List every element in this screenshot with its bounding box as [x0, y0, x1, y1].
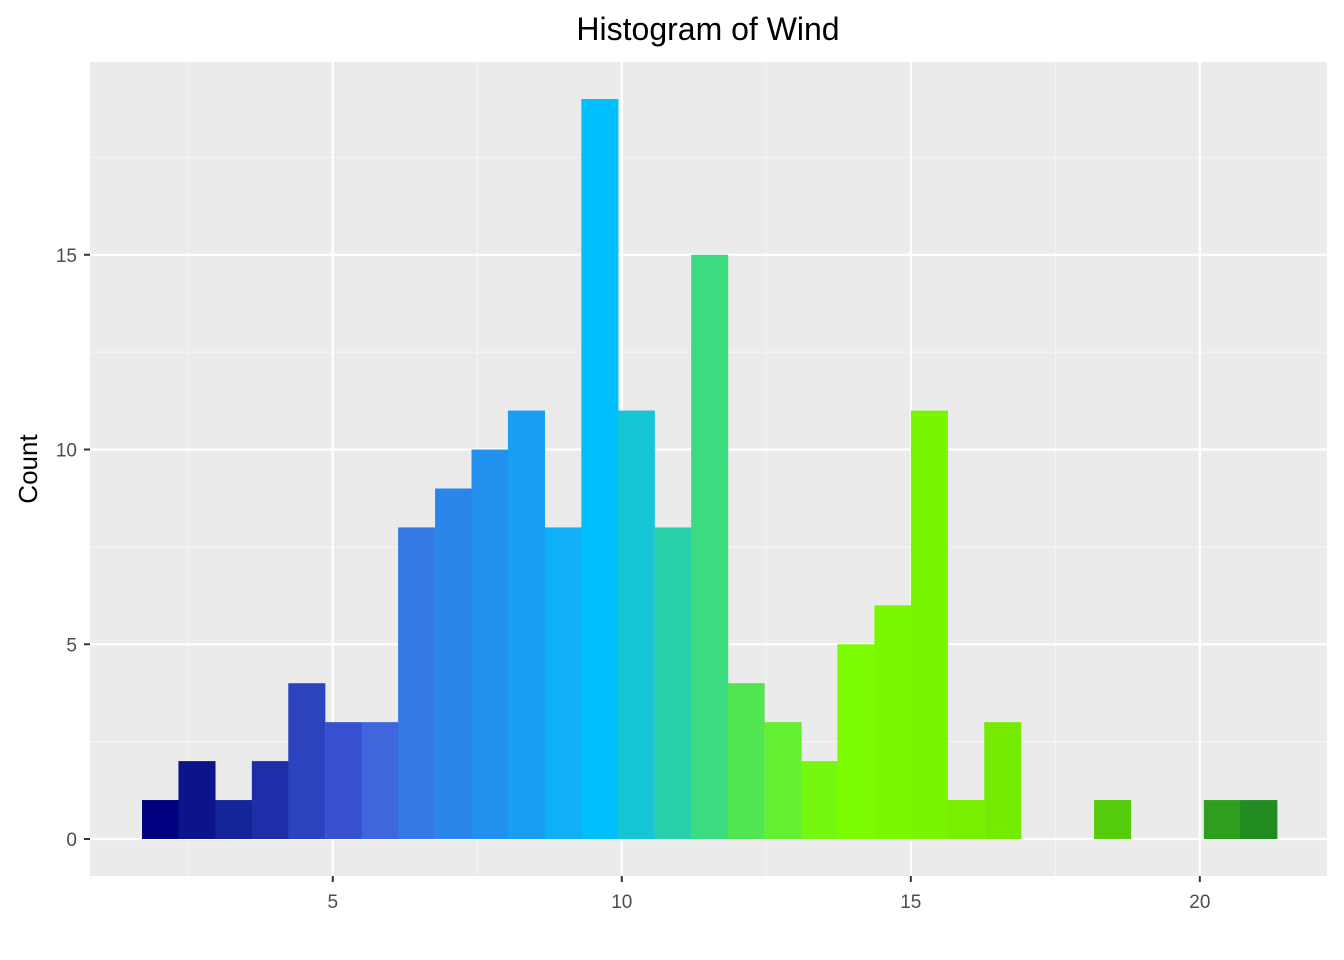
y-axis-title: Count [13, 434, 43, 504]
histogram-bar [691, 254, 729, 839]
histogram-bar [398, 527, 436, 839]
y-tick-label: 10 [56, 441, 77, 462]
histogram-bar [727, 683, 765, 839]
histogram-bar [325, 722, 363, 839]
histogram-bar [1240, 800, 1278, 839]
x-tick-label: 10 [611, 892, 632, 913]
histogram-bar [507, 410, 546, 839]
x-tick-label: 5 [327, 892, 338, 913]
y-tick-label: 15 [56, 246, 77, 267]
histogram-bar [947, 800, 985, 839]
histogram-bar [251, 761, 289, 839]
histogram-bar [1203, 800, 1241, 839]
histogram-bar [910, 410, 948, 839]
histogram-bar [654, 527, 692, 839]
histogram-bars [142, 99, 1278, 839]
histogram-bar [288, 683, 326, 839]
histogram-bar [800, 761, 839, 839]
histogram-bar [142, 800, 180, 839]
x-tick-label: 20 [1189, 892, 1210, 913]
histogram-bar [764, 722, 802, 839]
histogram-bar [617, 410, 655, 839]
histogram-bar [215, 800, 253, 839]
y-tick-label: 5 [66, 635, 77, 656]
x-axis-ticks: 5 10 15 20 [327, 876, 1210, 913]
histogram-bar [544, 527, 583, 839]
y-axis-ticks: 0 5 10 15 [56, 246, 90, 851]
histogram-bar [984, 722, 1022, 839]
histogram-bar [361, 722, 399, 839]
histogram-bar [837, 644, 875, 839]
histogram-bar [874, 605, 912, 839]
chart-title: Histogram of Wind [576, 11, 839, 47]
histogram-bar [471, 449, 509, 839]
x-tick-label: 15 [900, 892, 921, 913]
histogram-bar [435, 488, 473, 839]
y-tick-label: 0 [66, 830, 77, 851]
histogram-bar [581, 99, 619, 839]
histogram-bar [1094, 800, 1132, 839]
histogram-bar [178, 761, 216, 839]
